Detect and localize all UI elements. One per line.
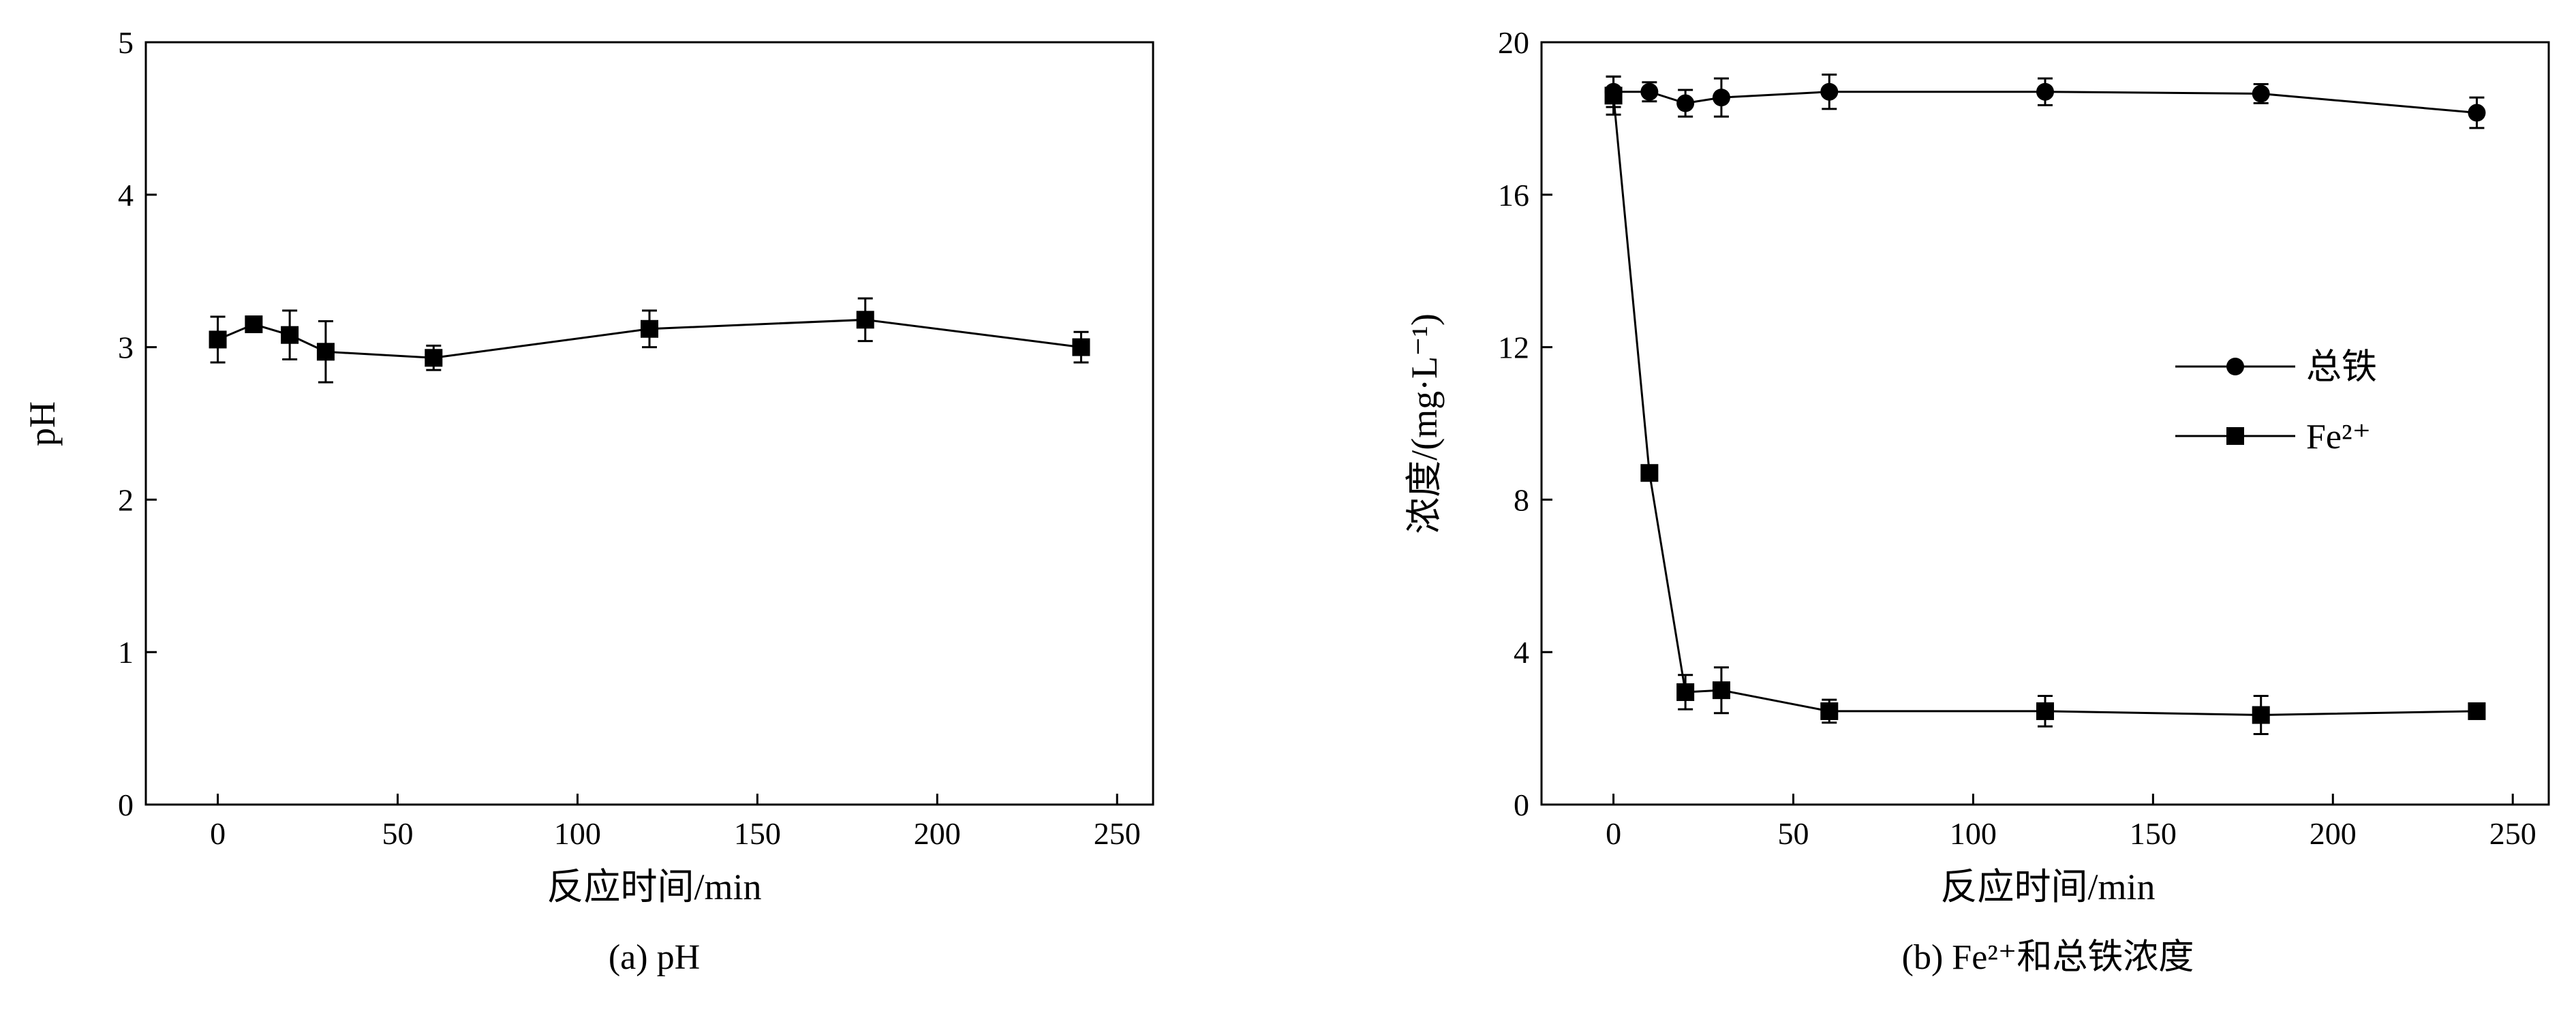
panel-a-x-tick-label: 0 [210, 816, 226, 851]
panel-a-series-0-point [245, 315, 263, 334]
panel-b-x-tick-label: 100 [1950, 816, 1997, 851]
panel-b-series [1604, 74, 2486, 735]
panel-a-y-tick-label: 2 [118, 482, 134, 517]
panel-a-x-tick-label: 250 [1094, 816, 1141, 851]
panel-b-series-0-point [2036, 82, 2054, 101]
panel-a-y-tick-label: 3 [118, 330, 134, 365]
panel-b-y-tick-label: 12 [1498, 330, 1529, 365]
panel-b-series-1-point [1676, 683, 1695, 701]
panel-b-series-1-point [1604, 87, 1623, 105]
panel-b-caption: (b) Fe²⁺和总铁浓度 [1902, 938, 2194, 977]
legend-total-iron-marker [2226, 358, 2244, 375]
panel-a-y-axis-title: pH [22, 401, 63, 446]
panel-a-plot-frame [144, 41, 1154, 806]
panel-a-x-tick-label: 100 [554, 816, 601, 851]
panel-a-x-tick-label: 50 [382, 816, 414, 851]
panel-a-x-axis-title: 反应时间/min [547, 867, 761, 907]
panel-a-series-0-point [856, 311, 874, 329]
panel-b-series-0-point [2468, 104, 2486, 122]
panel-a-x-tick-label: 200 [914, 816, 961, 851]
panel-b-series-0-point [2252, 84, 2270, 103]
legend-fe2-marker [2226, 427, 2244, 445]
panel-b-series-1-line [1612, 95, 2477, 717]
panel-a-y-tick-label: 0 [118, 788, 134, 822]
panel-b-series-1-point [1712, 681, 1730, 700]
panel-a-series-0-point [425, 349, 443, 367]
panel-b-series-1-point [2036, 702, 2054, 720]
panel-a-ph-chart: 0 50 100 150 200 250 0 1 2 3 4 5 反应时间/min pH (a) pH [22, 25, 1154, 977]
panel-a-series-0-point [641, 320, 658, 338]
panel-a-series-0-point [1072, 338, 1090, 356]
panel-b-series-0-point [1712, 89, 1730, 107]
panel-b-legend: 总铁 Fe²⁺ [2175, 348, 2377, 456]
panel-b-x-tick-label: 0 [1606, 816, 1621, 851]
panel-a-y-tick-label: 5 [118, 25, 134, 60]
panel-b-y-tick-label: 16 [1498, 178, 1529, 213]
panel-a-x-tick-label: 150 [734, 816, 781, 851]
panel-a-caption: (a) pH [609, 938, 700, 977]
panel-b-x-tick-label: 200 [2310, 816, 2357, 851]
panel-b-ticks: 0 50 100 150 200 250 0 4 8 12 16 20 [1498, 25, 2536, 851]
panel-b-x-tick-label: 250 [2489, 816, 2536, 851]
panel-b-y-tick-label: 20 [1498, 25, 1529, 60]
panel-b-y-tick-label: 8 [1514, 482, 1529, 517]
legend-total-iron-label: 总铁 [2306, 348, 2377, 387]
panel-b-series-1-point [2252, 706, 2270, 724]
panel-b-series-1-point [2468, 702, 2486, 720]
panel-b-y-tick-label: 0 [1514, 788, 1529, 822]
legend-fe2-label: Fe²⁺ [2306, 418, 2371, 456]
panel-b-x-tick-label: 50 [1778, 816, 1809, 851]
panel-b-series-0-point [1820, 82, 1839, 101]
panel-b-plot-frame [1540, 41, 2550, 806]
panel-b-series-1-point [1640, 464, 1659, 482]
panel-b-x-axis-title: 反应时间/min [1940, 867, 2155, 907]
panel-a-series [209, 297, 1090, 384]
panel-b-iron-chart: 0 50 100 150 200 250 0 4 8 12 16 20 总铁 Fe²⁺ 反应时间/mi… [1404, 25, 2550, 977]
panel-a-series-0-point [281, 326, 299, 344]
panel-b-y-axis-title: 浓度/(mg·L⁻¹) [1404, 313, 1445, 534]
panel-a-ticks: 0 50 100 150 200 250 0 1 2 3 4 5 [118, 25, 1141, 851]
panel-a-series-0-point [209, 330, 227, 349]
panel-a-y-tick-label: 1 [118, 635, 134, 670]
panel-b-x-tick-label: 150 [2130, 816, 2177, 851]
panel-b-series-0-point [1676, 94, 1695, 112]
panel-b-y-tick-label: 4 [1514, 635, 1529, 670]
panel-b-series-1-point [1820, 702, 1839, 720]
panel-b-series-0-point [1640, 82, 1659, 101]
panel-a-y-tick-label: 4 [118, 178, 134, 213]
panel-a-series-0-point [316, 343, 335, 361]
